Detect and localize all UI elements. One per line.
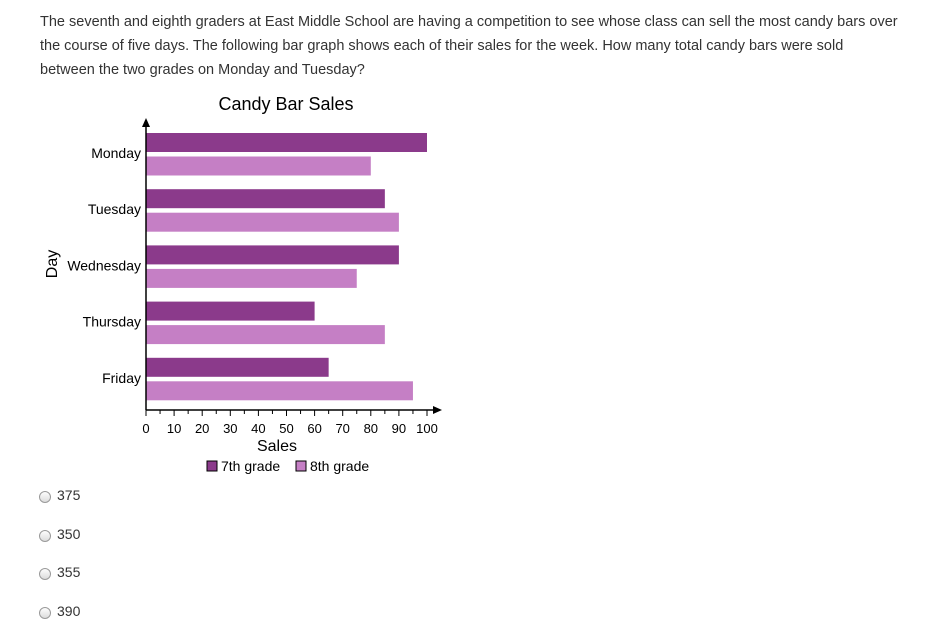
choice-350[interactable]: 350 bbox=[39, 525, 80, 564]
radio-button[interactable] bbox=[39, 568, 51, 580]
legend-label-7th-grade: 7th grade bbox=[221, 458, 280, 474]
x-tick-label-50: 50 bbox=[279, 421, 293, 436]
category-labels: Monday Tuesday Wednesday Thursday Friday bbox=[67, 145, 141, 386]
chart-title: Candy Bar Sales bbox=[218, 94, 353, 114]
choice-label: 375 bbox=[57, 486, 80, 504]
answer-choices: 375 350 355 390 bbox=[39, 486, 80, 640]
x-tick-label-90: 90 bbox=[392, 421, 406, 436]
bars-group bbox=[146, 133, 427, 400]
bar-wednesday-7th-grade bbox=[146, 245, 399, 264]
y-axis-title: Day bbox=[44, 250, 61, 278]
bar-thursday-7th-grade bbox=[146, 302, 315, 321]
x-tick-label-0: 0 bbox=[142, 421, 149, 436]
legend-label-8th-grade: 8th grade bbox=[310, 458, 369, 474]
bar-friday-8th-grade bbox=[146, 381, 413, 400]
choice-390[interactable]: 390 bbox=[39, 602, 80, 640]
candy-bar-chart: Candy Bar Sales Sales Day Monday Tuesday W… bbox=[0, 0, 936, 480]
radio-button[interactable] bbox=[39, 607, 51, 619]
y-axis-arrow bbox=[142, 118, 150, 127]
radio-button[interactable] bbox=[39, 530, 51, 542]
category-label-wednesday: Wednesday bbox=[67, 257, 141, 273]
x-axis-title: Sales bbox=[257, 438, 297, 455]
radio-button[interactable] bbox=[39, 491, 51, 503]
legend: 7th grade 8th grade bbox=[207, 458, 369, 474]
category-label-friday: Friday bbox=[102, 370, 141, 386]
category-label-monday: Monday bbox=[91, 145, 141, 161]
choice-label: 390 bbox=[57, 602, 80, 620]
choice-375[interactable]: 375 bbox=[39, 486, 80, 525]
x-ticks: 0 10 20 30 40 50 60 70 80 90 100 bbox=[142, 410, 437, 436]
bar-tuesday-8th-grade bbox=[146, 213, 399, 232]
bar-tuesday-7th-grade bbox=[146, 189, 385, 208]
x-tick-label-60: 60 bbox=[307, 421, 321, 436]
x-tick-label-70: 70 bbox=[335, 421, 349, 436]
legend-swatch-8th-grade bbox=[296, 461, 306, 471]
bar-monday-8th-grade bbox=[146, 157, 371, 176]
bar-wednesday-8th-grade bbox=[146, 269, 357, 288]
category-label-tuesday: Tuesday bbox=[88, 201, 141, 217]
x-tick-label-20: 20 bbox=[195, 421, 209, 436]
choice-355[interactable]: 355 bbox=[39, 563, 80, 602]
x-axis-arrow bbox=[433, 406, 442, 414]
category-label-thursday: Thursday bbox=[83, 314, 141, 330]
x-tick-label-40: 40 bbox=[251, 421, 265, 436]
x-tick-label-30: 30 bbox=[223, 421, 237, 436]
bar-thursday-8th-grade bbox=[146, 325, 385, 344]
choice-label: 355 bbox=[57, 563, 80, 581]
bar-monday-7th-grade bbox=[146, 133, 427, 152]
choice-label: 350 bbox=[57, 525, 80, 543]
x-tick-label-100: 100 bbox=[416, 421, 438, 436]
x-tick-label-80: 80 bbox=[364, 421, 378, 436]
bar-friday-7th-grade bbox=[146, 358, 329, 377]
x-tick-label-10: 10 bbox=[167, 421, 181, 436]
legend-swatch-7th-grade bbox=[207, 461, 217, 471]
